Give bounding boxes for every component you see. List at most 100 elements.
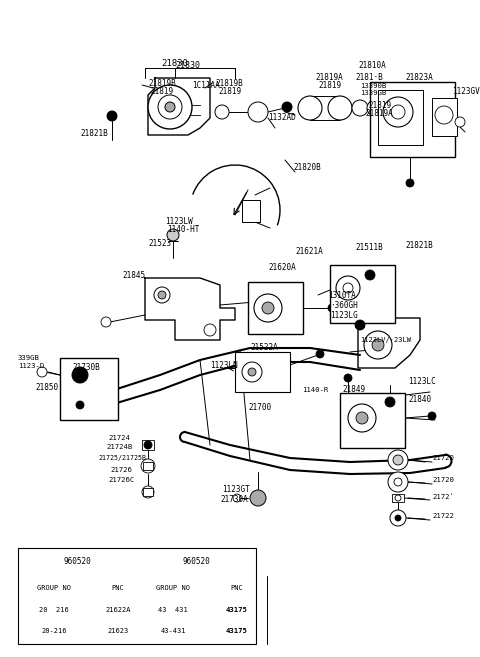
Circle shape	[142, 486, 154, 498]
Bar	[432, 98, 457, 136]
Text: 21730A: 21730A	[220, 495, 248, 505]
Text: 960520: 960520	[63, 558, 91, 566]
Text: 21623: 21623	[108, 628, 129, 634]
Circle shape	[101, 317, 111, 327]
Text: 21819B: 21819B	[148, 78, 176, 87]
Circle shape	[144, 441, 152, 449]
Circle shape	[262, 302, 274, 314]
Text: 21830: 21830	[175, 60, 200, 70]
Circle shape	[141, 459, 155, 473]
Circle shape	[242, 362, 262, 382]
Text: PNC: PNC	[112, 585, 124, 591]
Text: 21823A: 21823A	[405, 74, 433, 83]
Circle shape	[336, 276, 360, 300]
Circle shape	[343, 283, 353, 293]
Text: 43  431: 43 431	[158, 607, 188, 613]
Text: 20-216: 20-216	[41, 628, 67, 634]
Circle shape	[428, 412, 436, 420]
Text: 21622A: 21622A	[105, 607, 131, 613]
Text: 21810A: 21810A	[358, 60, 386, 70]
Circle shape	[383, 97, 413, 127]
Bar	[143, 488, 153, 496]
Text: 43-431: 43-431	[160, 628, 186, 634]
Circle shape	[76, 401, 84, 409]
Bar	[18, 548, 256, 644]
Text: 2181·B: 2181·B	[355, 74, 383, 83]
Circle shape	[72, 367, 88, 383]
Circle shape	[395, 515, 401, 521]
Circle shape	[158, 291, 166, 299]
Text: 2172ʹ: 2172ʹ	[432, 494, 454, 500]
Text: 339GB: 339GB	[18, 355, 40, 361]
Circle shape	[253, 298, 261, 306]
Text: 21821B: 21821B	[80, 129, 108, 137]
Text: PNC: PNC	[230, 585, 243, 591]
Circle shape	[316, 350, 324, 358]
Circle shape	[388, 450, 408, 470]
Text: 21730B: 21730B	[72, 363, 100, 373]
Text: 1123-D: 1123-D	[18, 363, 44, 369]
Text: 1123GV: 1123GV	[452, 87, 480, 97]
Text: GROUP NO: GROUP NO	[37, 585, 71, 591]
Text: 21720: 21720	[432, 455, 454, 461]
Text: 960520: 960520	[182, 558, 210, 566]
Circle shape	[328, 304, 336, 312]
Text: 21722: 21722	[432, 513, 454, 519]
Circle shape	[148, 85, 192, 129]
Circle shape	[165, 102, 175, 112]
Text: 1123LG: 1123LG	[330, 311, 358, 319]
Text: 1123LC: 1123LC	[408, 378, 436, 386]
Bar	[60, 358, 118, 420]
Text: 1123LW: 1123LW	[165, 217, 193, 227]
Text: 21819A: 21819A	[315, 74, 343, 83]
Circle shape	[37, 367, 47, 377]
Circle shape	[356, 412, 368, 424]
Circle shape	[352, 100, 368, 116]
Circle shape	[233, 494, 241, 502]
Text: 1140-HT: 1140-HT	[167, 225, 199, 235]
Circle shape	[391, 105, 405, 119]
Text: 1123LV/·23LW: 1123LV/·23LW	[360, 337, 411, 343]
Circle shape	[248, 102, 268, 122]
Text: 21819: 21819	[218, 87, 241, 95]
Circle shape	[282, 102, 292, 112]
Circle shape	[406, 179, 414, 187]
Text: 21725/21725B: 21725/21725B	[98, 455, 146, 461]
Circle shape	[394, 478, 402, 486]
Text: 43175: 43175	[226, 607, 248, 613]
Text: 21522A: 21522A	[250, 344, 278, 353]
Text: 21820B: 21820B	[293, 164, 321, 173]
Circle shape	[250, 490, 266, 506]
Circle shape	[107, 111, 117, 121]
Text: 21511B: 21511B	[355, 244, 383, 252]
Text: 21523: 21523	[148, 238, 171, 248]
Text: 1140-R: 1140-R	[302, 387, 328, 393]
Text: 21830: 21830	[162, 58, 189, 68]
Circle shape	[364, 331, 392, 359]
Text: GROUP NO: GROUP NO	[156, 585, 190, 591]
Bar	[340, 393, 405, 448]
Circle shape	[328, 96, 352, 120]
Text: 21726C: 21726C	[108, 477, 134, 483]
Circle shape	[393, 455, 403, 465]
Circle shape	[388, 472, 408, 492]
Circle shape	[390, 510, 406, 526]
Circle shape	[154, 287, 170, 303]
Text: 21726: 21726	[110, 467, 132, 473]
Circle shape	[385, 397, 395, 407]
Text: 21840: 21840	[408, 396, 431, 405]
Circle shape	[395, 495, 401, 501]
Circle shape	[167, 229, 179, 241]
Text: 21621A: 21621A	[295, 248, 323, 256]
Circle shape	[248, 368, 256, 376]
Text: 1310TA: 1310TA	[328, 290, 356, 300]
Text: ·360GH: ·360GH	[330, 300, 358, 309]
Text: 13390B: 13390B	[360, 83, 386, 89]
Text: 21850: 21850	[35, 384, 58, 392]
Text: 1339GB: 1339GB	[360, 90, 386, 96]
Text: 21720: 21720	[432, 477, 454, 483]
Bar	[143, 462, 153, 470]
Text: 1132AD: 1132AD	[268, 114, 296, 122]
Text: 21849: 21849	[342, 386, 365, 394]
Text: 21819A: 21819A	[365, 108, 393, 118]
